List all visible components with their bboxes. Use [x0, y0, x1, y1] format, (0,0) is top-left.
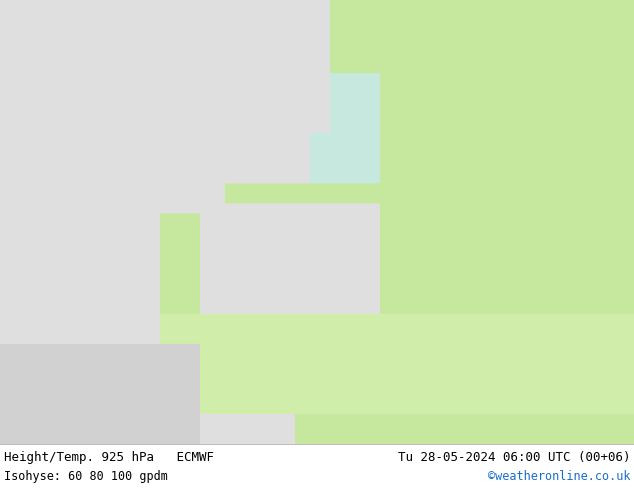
Bar	[0, 0, 180, 94]
Text: ©weatheronline.co.uk: ©weatheronline.co.uk	[488, 469, 630, 483]
Text: Isohyse: 60 80 100 gpdm: Isohyse: 60 80 100 gpdm	[4, 469, 168, 483]
Text: Height/Temp. 925 hPa   ECMWF: Height/Temp. 925 hPa ECMWF	[4, 450, 214, 464]
Bar	[0, 444, 634, 490]
Text: Tu 28-05-2024 06:00 UTC (00+06): Tu 28-05-2024 06:00 UTC (00+06)	[398, 450, 630, 464]
